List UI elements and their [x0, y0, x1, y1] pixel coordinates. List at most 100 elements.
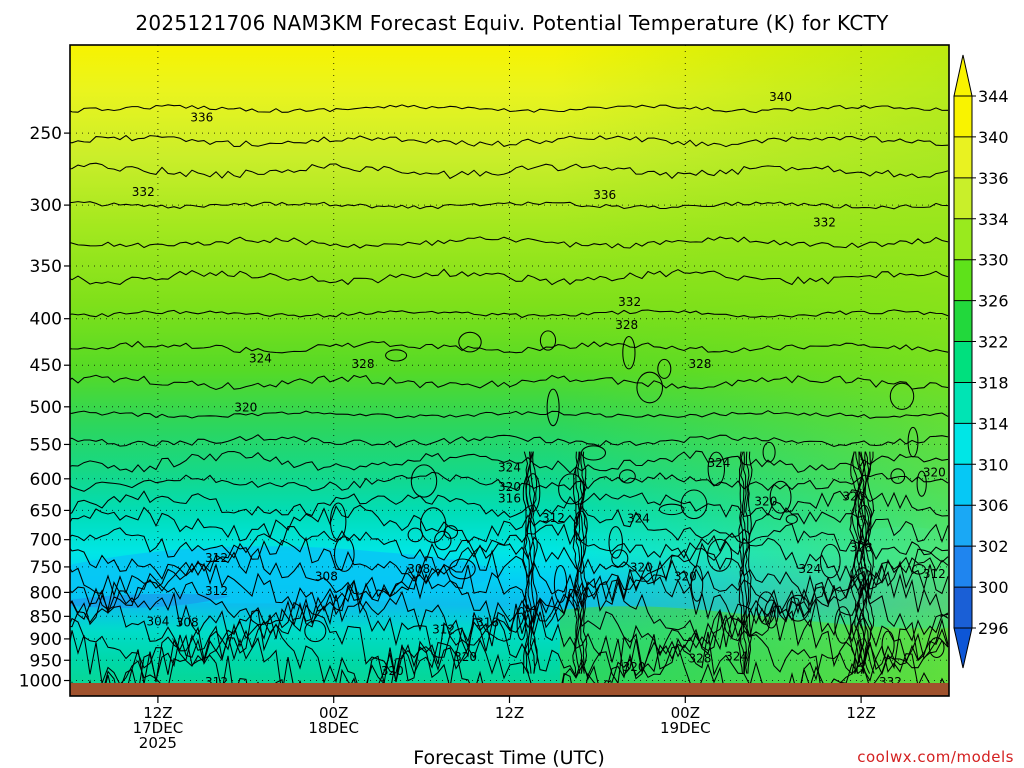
contour-label: 332	[813, 215, 836, 229]
contour-cell	[580, 445, 607, 461]
contour-lines	[70, 104, 949, 696]
x-tick-label: 00Z	[671, 704, 700, 722]
contour-label: 308	[407, 562, 430, 576]
contour-label: 340	[769, 90, 792, 104]
contour-label: 332	[132, 185, 155, 199]
contour-label: 336	[190, 110, 213, 124]
contour-label: 324	[627, 512, 650, 526]
colorbar-band	[954, 464, 972, 506]
colorbar-band	[954, 505, 972, 547]
x-tick-label: 2025	[139, 734, 177, 752]
contour-cell	[819, 543, 841, 579]
contour-line	[531, 451, 538, 674]
colorbar-band	[954, 300, 972, 342]
contour-cell	[525, 473, 541, 512]
y-tick-label: 1000	[19, 672, 62, 692]
contour-label: 308	[176, 615, 199, 629]
contour-cell	[333, 536, 355, 572]
contour-cell	[636, 371, 664, 404]
contour-cell	[916, 470, 927, 497]
contour-line	[70, 471, 949, 492]
terrain-strip	[70, 683, 949, 696]
credit-text: coolwx.com/models	[857, 748, 1014, 766]
contour-cell	[618, 469, 636, 484]
contour-cell	[539, 330, 557, 351]
y-tick-label: 250	[30, 124, 62, 144]
contour-label: 320	[842, 490, 865, 504]
y-tick-label: 450	[30, 356, 62, 376]
contour-line	[70, 201, 949, 210]
colorbar-tick-label: 334	[978, 210, 1009, 229]
contour-line	[738, 451, 743, 674]
contour-line	[70, 570, 949, 629]
contour-cell	[449, 558, 476, 580]
contour-label: 316	[498, 492, 521, 506]
colorbar-tick-label: 344	[978, 87, 1009, 106]
contour-line	[70, 547, 949, 602]
contour-line	[744, 451, 751, 674]
contour-line	[70, 489, 949, 518]
x-tick-label: 12Z	[143, 704, 172, 722]
contour-cell	[834, 606, 852, 644]
contour-cell	[419, 507, 447, 543]
contour-line	[574, 451, 581, 674]
contour-label: 328	[850, 540, 873, 554]
contour-cell	[657, 358, 672, 379]
contour-cell	[764, 599, 779, 629]
colorbar-band	[954, 341, 972, 383]
contour-cell	[690, 565, 704, 602]
contour-cell	[385, 349, 408, 362]
contour-cell	[573, 510, 588, 542]
contour-label: 320	[923, 466, 946, 480]
contour-line	[70, 559, 949, 616]
contour-cell	[889, 382, 915, 410]
contour-line	[70, 577, 949, 651]
contour-line	[857, 451, 866, 674]
contour-line	[581, 451, 588, 674]
contour-cell	[434, 530, 452, 551]
contour-line	[70, 162, 949, 180]
contour-label: 320	[234, 400, 257, 414]
colorbar-band	[954, 382, 972, 424]
y-tick-label: 750	[30, 558, 62, 578]
y-axis: 250 300 350 400 450 500 550 600 650 700 750 800 850 9…	[19, 124, 70, 692]
colorbar-tick-label: 306	[978, 496, 1009, 515]
colorbar-tick-label: 336	[978, 169, 1009, 188]
y-tick-label: 900	[30, 630, 62, 650]
gridlines	[70, 45, 949, 696]
contour-label: 312	[542, 511, 565, 525]
contour-label: 324	[725, 650, 748, 664]
contour-line	[70, 340, 949, 354]
contour-cell	[769, 480, 792, 514]
x-tick-label: 12Z	[846, 704, 875, 722]
contour-line	[526, 451, 533, 674]
contour-line	[577, 451, 583, 674]
y-tick-label: 800	[30, 583, 62, 603]
contour-label: 328	[352, 357, 375, 371]
contour-cell	[707, 451, 726, 487]
colorbar-top-arrow	[953, 54, 973, 97]
contour-label: 320	[754, 495, 777, 509]
contour-label: 312	[432, 623, 455, 637]
y-tick-label: 350	[30, 257, 62, 277]
contour-line	[747, 451, 753, 674]
contour-line	[522, 451, 529, 674]
contour-line	[572, 451, 579, 674]
colorbar-tick-label: 296	[978, 619, 1009, 638]
colorbar-tick-label: 302	[978, 537, 1009, 556]
contour-line	[70, 410, 949, 419]
contour-line	[579, 451, 586, 674]
contour-cell	[707, 538, 733, 572]
contour-label: 320	[630, 560, 653, 574]
contour-line	[70, 236, 949, 249]
contour-cell	[622, 335, 636, 370]
contour-line	[70, 134, 949, 148]
contour-label: 328	[688, 652, 711, 666]
contour-cell	[410, 464, 438, 498]
contour-label: 308	[315, 569, 338, 583]
contour-cell	[856, 504, 872, 544]
colorbar-band	[954, 423, 972, 465]
contour-label: 320	[454, 650, 477, 664]
